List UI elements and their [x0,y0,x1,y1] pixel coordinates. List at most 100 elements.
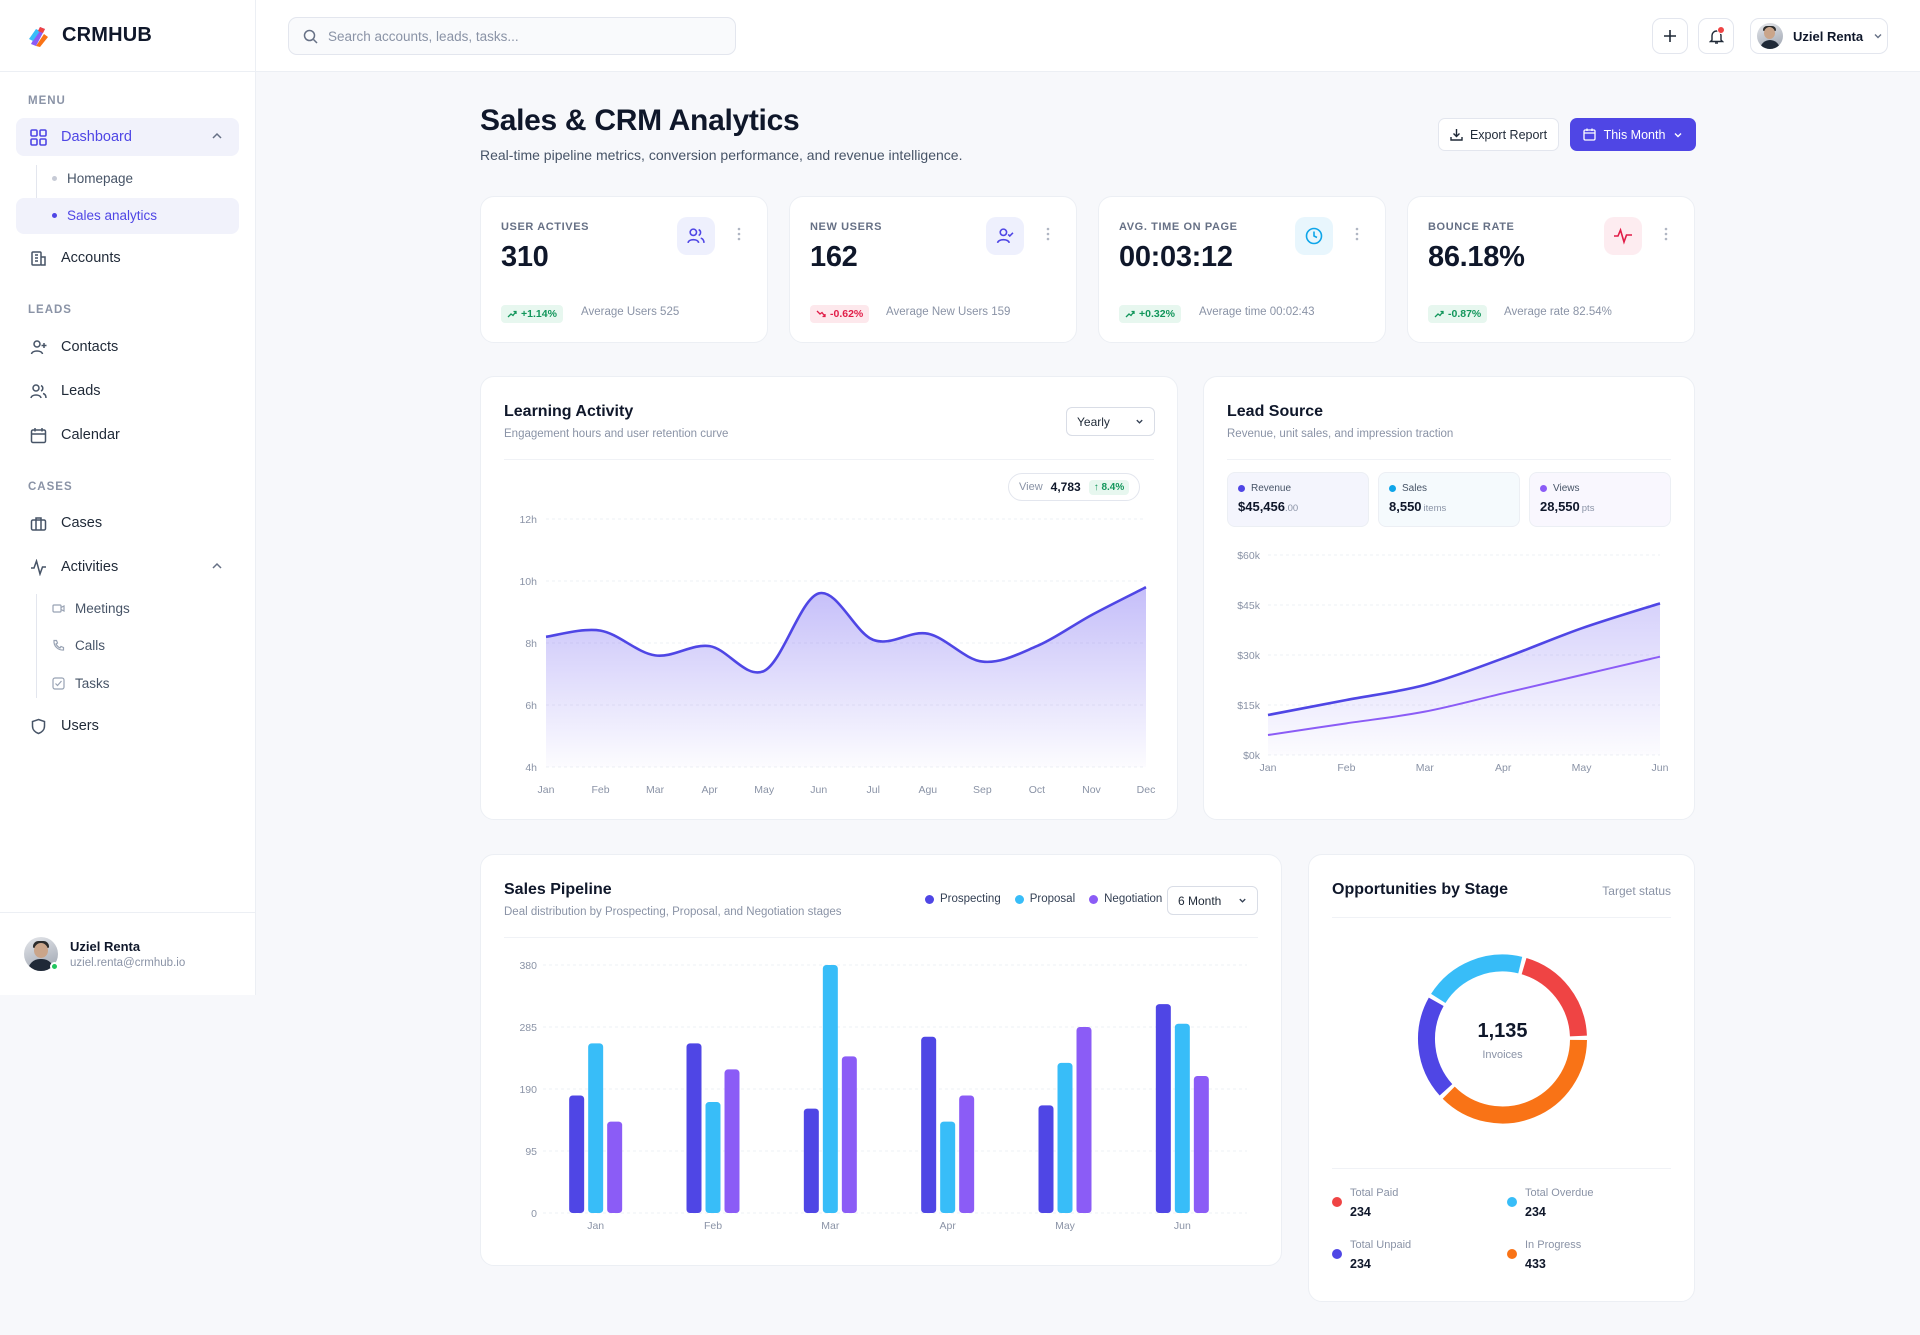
divider [504,459,1154,460]
x-tick-label: Nov [1082,784,1101,796]
sidebar-subitem-tasks[interactable]: Tasks [52,676,110,691]
sidebar-user[interactable]: Uziel Renta uziel.renta@crmhub.io [0,912,256,995]
kpi-label: AVG. TIME ON PAGE [1119,221,1238,233]
x-tick-label: Jan [538,784,555,796]
metric-unit: items [1423,503,1447,514]
donut-slice [1418,997,1453,1096]
user-menu[interactable]: Uziel Renta [1750,18,1888,54]
users-icon [30,383,47,400]
legend-dot [1389,485,1396,492]
x-tick-label: Agu [918,784,937,796]
sidebar-item-users[interactable]: Users [16,707,239,745]
chevron-down-icon [1873,31,1883,41]
legend-item[interactable]: Prospecting [925,893,1001,905]
stage-total-unpaid: Total Unpaid 234 [1332,1239,1412,1271]
metric-revenue[interactable]: Revenue $45,456.00 [1227,472,1369,527]
legend-dot [1507,1249,1517,1259]
x-tick-label: Jun [810,784,827,796]
bar [724,1069,740,1213]
metric-sales[interactable]: Sales 8,550 items [1378,472,1520,527]
stage-label: Total Overdue [1525,1187,1594,1199]
more-vertical-icon[interactable] [737,227,741,241]
kpi-label: USER ACTIVES [501,221,590,233]
sidebar-item-cases[interactable]: Cases [16,504,239,542]
search-input[interactable] [328,28,708,44]
period-button[interactable]: This Month [1570,118,1696,151]
section-cases: CASES [28,481,73,493]
user-menu-name: Uziel Renta [1793,28,1864,44]
avatar [1757,23,1783,49]
bar [1193,1075,1209,1213]
chevron-up-icon[interactable] [211,560,223,572]
sidebar-item-dashboard[interactable]: Dashboard [16,118,239,156]
activity-icon [30,558,47,576]
user-name: Uziel Renta [70,939,141,954]
metric-label: Views [1553,483,1580,494]
chevron-up-icon[interactable] [211,130,223,142]
metric-label: Revenue [1251,483,1292,494]
trend-value: +1.14% [521,308,557,320]
y-tick-label: 12h [519,514,537,526]
x-tick-label: Sep [973,784,992,796]
series-line [545,586,1147,674]
briefcase-icon [30,515,47,532]
logo-icon [28,24,50,48]
donut-slice [1442,1039,1587,1124]
y-tick-label: $0k [1243,750,1261,762]
bar [607,1121,623,1213]
sidebar-subitem-label: Homepage [67,171,134,186]
pulse-icon [1604,217,1642,255]
legend-dot [1507,1197,1517,1207]
stage-label: Total Unpaid [1350,1239,1412,1251]
x-tick-label: Jun [1652,762,1669,774]
sidebar-subitem-calls[interactable]: Calls [52,638,105,653]
trend-value: -0.87% [1448,308,1482,320]
target-status-link[interactable]: Target status [1602,884,1671,898]
range-select[interactable]: Yearly [1066,407,1155,436]
legend-dot [1332,1197,1342,1207]
metric-views[interactable]: Views 28,550 pts [1529,472,1671,527]
legend-item[interactable]: Negotiation [1089,893,1162,905]
bar [940,1121,956,1213]
y-tick-label: $15k [1237,700,1261,712]
add-button[interactable] [1652,18,1688,54]
donut-slice [1521,957,1587,1037]
stage-total-paid: Total Paid 234 [1332,1187,1398,1219]
range-select[interactable]: 6 Month [1167,886,1258,915]
sidebar-item-contacts[interactable]: Contacts [16,328,239,366]
legend-item[interactable]: Proposal [1014,893,1075,905]
x-tick-label: Jan [587,1220,604,1232]
tooltip-value: 4,783 [1050,480,1081,494]
sidebar-item-label: Activities [61,559,119,575]
sidebar-item-calendar[interactable]: Calendar [16,416,239,454]
sidebar-subitem-homepage[interactable]: Homepage [52,171,133,186]
trend-down-icon [816,310,826,318]
x-tick-label: May [1055,1220,1076,1232]
sidebar-item-accounts[interactable]: Accounts [16,239,239,277]
stage-value: 234 [1350,1257,1371,1271]
bar [921,1036,937,1213]
kpi-card-avg-time: AVG. TIME ON PAGE 00:03:12 +0.32% Averag… [1098,196,1386,343]
sidebar-item-activities[interactable]: Activities [16,548,239,586]
sidebar-subitem-meetings[interactable]: Meetings [52,601,130,616]
checkbox-icon [52,677,65,690]
more-vertical-icon[interactable] [1046,227,1050,241]
more-vertical-icon[interactable] [1355,227,1359,241]
bar [1076,1027,1092,1213]
x-tick-label: Apr [939,1220,956,1232]
card-title: Opportunities by Stage [1332,881,1509,898]
notifications-button[interactable] [1698,18,1734,54]
brand[interactable]: CRMHUB [0,0,255,72]
stage-value: 234 [1525,1205,1546,1219]
bar [686,1043,702,1213]
trend-value: +0.32% [1139,308,1175,320]
bar [841,1056,857,1213]
sidebar-subitem-sales-analytics[interactable]: Sales analytics [52,208,157,223]
search-box[interactable] [288,17,736,55]
y-tick-label: $30k [1237,650,1261,662]
page-subtitle: Real-time pipeline metrics, conversion p… [480,147,963,163]
sidebar-item-leads[interactable]: Leads [16,372,239,410]
export-report-button[interactable]: Export Report [1438,118,1559,151]
export-label: Export Report [1469,127,1548,142]
more-vertical-icon[interactable] [1664,227,1668,241]
